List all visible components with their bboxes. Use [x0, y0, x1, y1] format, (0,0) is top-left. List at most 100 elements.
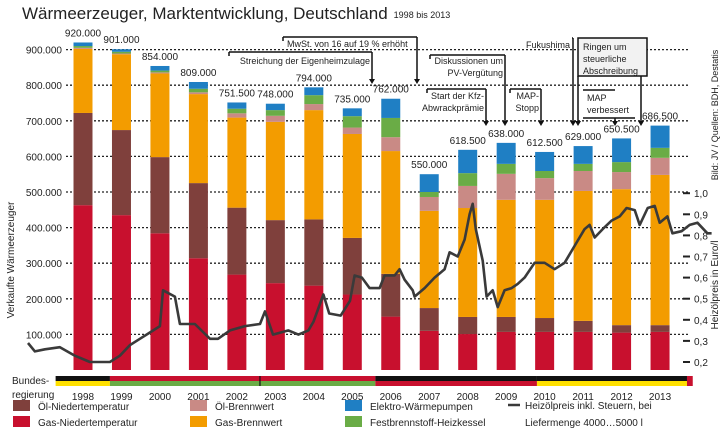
bar-total-label: 751.500: [219, 88, 256, 99]
annotation-text: Diskussionen um: [434, 56, 503, 66]
bar-segment--l-niedertemperatur: [111, 130, 131, 216]
government-period-bottom: [686, 381, 693, 386]
bar-segment-festbrennstoff-heizkessel: [342, 116, 362, 128]
y-tick-label: 300.000: [26, 259, 63, 270]
y2-tick-label: 0,8: [694, 231, 708, 242]
legend-label: Elektro-Wärmepumpen: [370, 402, 473, 413]
bar-segment-elektro-w-rmepumpen: [496, 142, 516, 164]
annotation-text: MwSt. von 16 auf 19 % erhöht: [287, 39, 408, 49]
bar-segment-festbrennstoff-heizkessel: [150, 70, 170, 73]
bar-segment-elektro-w-rmepumpen: [458, 149, 478, 174]
x-tick-label: 2004: [303, 392, 326, 403]
bar-segment-gas-brennwert: [535, 199, 555, 319]
x-tick-label: 2009: [495, 392, 518, 403]
annotation-text: Fukushima: [526, 40, 570, 50]
arrow-head-icon: [570, 121, 576, 126]
bar-segment-gas-brennwert: [150, 73, 170, 158]
bar-segment-festbrennstoff-heizkessel: [188, 88, 208, 93]
legend-label: Öl-Niedertemperatur: [38, 401, 130, 413]
bar-segment--l-brennwert: [342, 127, 362, 134]
y2-tick-label: 0,6: [694, 274, 708, 285]
bar-segment-gas-niedertemperatur: [227, 274, 247, 370]
bar-segment-gas-brennwert: [381, 151, 401, 274]
bar-segment--l-niedertemperatur: [342, 237, 362, 295]
bar-segment-gas-niedertemperatur: [650, 331, 670, 370]
government-period-top: [55, 376, 110, 381]
legend: Öl-Niedertemperatur Öl-Brennwert Elektro-W…: [13, 400, 652, 429]
bar-segment-elektro-w-rmepumpen: [304, 87, 324, 96]
bar-segment--l-niedertemperatur: [73, 112, 93, 206]
bar-segment--l-niedertemperatur: [227, 207, 247, 275]
y2-tick-label: 0,7: [694, 253, 708, 264]
arrow-head-icon: [483, 121, 489, 126]
annotations: MwSt. von 16 auf 19 % erhöht Streichung d…: [228, 36, 648, 126]
x-tick-label: 2001: [187, 392, 210, 403]
bar-segment-festbrennstoff-heizkessel: [419, 192, 439, 197]
arrow-head-icon: [538, 121, 544, 126]
chart-subtitle: 1998 bis 2013: [394, 10, 451, 20]
x-tick-label: 2012: [610, 392, 633, 403]
bar-segment-elektro-w-rmepumpen: [535, 151, 555, 171]
bar-segment-gas-brennwert: [227, 117, 247, 208]
bar-segment-gas-niedertemperatur: [381, 316, 401, 370]
bar-segment-elektro-w-rmepumpen: [73, 42, 93, 47]
x-tick-label: 2003: [264, 392, 287, 403]
government-period-top: [536, 376, 687, 381]
y-tick-label: 600.000: [26, 152, 63, 163]
bar-segment-gas-niedertemperatur: [111, 215, 131, 370]
government-period-top: [375, 376, 537, 381]
x-tick-label: 2011: [572, 392, 594, 403]
annotation-text: Abschreibung: [583, 66, 638, 76]
bar-segment-festbrennstoff-heizkessel: [458, 173, 478, 186]
bar-segment-gas-brennwert: [304, 110, 324, 220]
bar-segment--l-brennwert: [188, 92, 208, 95]
bar-segment-gas-niedertemperatur: [458, 334, 478, 370]
bar-segment--l-brennwert: [111, 53, 131, 55]
bar-segment--l-brennwert: [612, 172, 632, 190]
oil-price-line-group: [26, 202, 712, 364]
bar-segment-elektro-w-rmepumpen: [612, 138, 632, 163]
government-period-top: [259, 376, 376, 381]
bar-segment--l-niedertemperatur: [265, 220, 285, 284]
government-period-bottom: [259, 381, 376, 386]
x-tick-label: 2008: [457, 392, 480, 403]
bar-segment-elektro-w-rmepumpen: [650, 125, 670, 148]
legend-label: Gas-Brennwert: [215, 418, 282, 429]
bar-segment-elektro-w-rmepumpen: [342, 108, 362, 117]
government-strip: Bundes-regierung: [12, 376, 693, 401]
bar-segment-festbrennstoff-heizkessel: [227, 108, 247, 114]
annotation-text: Abwrackprämie: [422, 103, 484, 113]
government-period-top: [686, 376, 693, 381]
bar-segment-gas-brennwert: [419, 210, 439, 309]
y-tick-label: 100.000: [26, 330, 63, 341]
bar-segment-gas-brennwert: [650, 174, 670, 326]
y-tick-label: 400.000: [26, 224, 63, 235]
bar-segment--l-niedertemperatur: [573, 320, 593, 332]
annotation-text: Stopp: [515, 103, 539, 113]
bar-total-label: 809.000: [180, 68, 217, 79]
bar-total-label: 920.000: [65, 28, 102, 39]
legend-swatch: [345, 400, 362, 411]
y-axis-label: Verkaufte Wärmeerzeuger: [6, 201, 17, 318]
x-tick-label: 2010: [534, 392, 557, 403]
annotation-text: PV-Vergütung: [447, 68, 503, 78]
bar-segment--l-niedertemperatur: [419, 308, 439, 331]
y2-tick-label: 0,2: [694, 358, 708, 369]
government-period-bottom: [55, 381, 110, 386]
bar-segment-elektro-w-rmepumpen: [150, 65, 170, 71]
bar-segment-gas-niedertemperatur: [496, 331, 516, 370]
x-tick-label: 2006: [380, 392, 403, 403]
bar-total-label: 901.000: [103, 35, 140, 46]
legend-swatch: [13, 416, 30, 427]
arrow-head-icon: [369, 79, 375, 84]
bar-segment-elektro-w-rmepumpen: [111, 49, 131, 52]
bar-segment-festbrennstoff-heizkessel: [73, 46, 93, 48]
bar-segment--l-brennwert: [573, 170, 593, 191]
legend-label: Heizölpreis inkl. Steuern, bei: [525, 401, 652, 412]
government-period-bottom: [375, 381, 537, 386]
bar-segment--l-niedertemperatur: [612, 325, 632, 333]
bar-segment-gas-brennwert: [111, 54, 131, 131]
y2-tick-label: 0,4: [694, 316, 708, 327]
annotation-text: Streichung der Eigenheimzulage: [240, 56, 370, 66]
x-tick-label: 2005: [341, 392, 364, 403]
